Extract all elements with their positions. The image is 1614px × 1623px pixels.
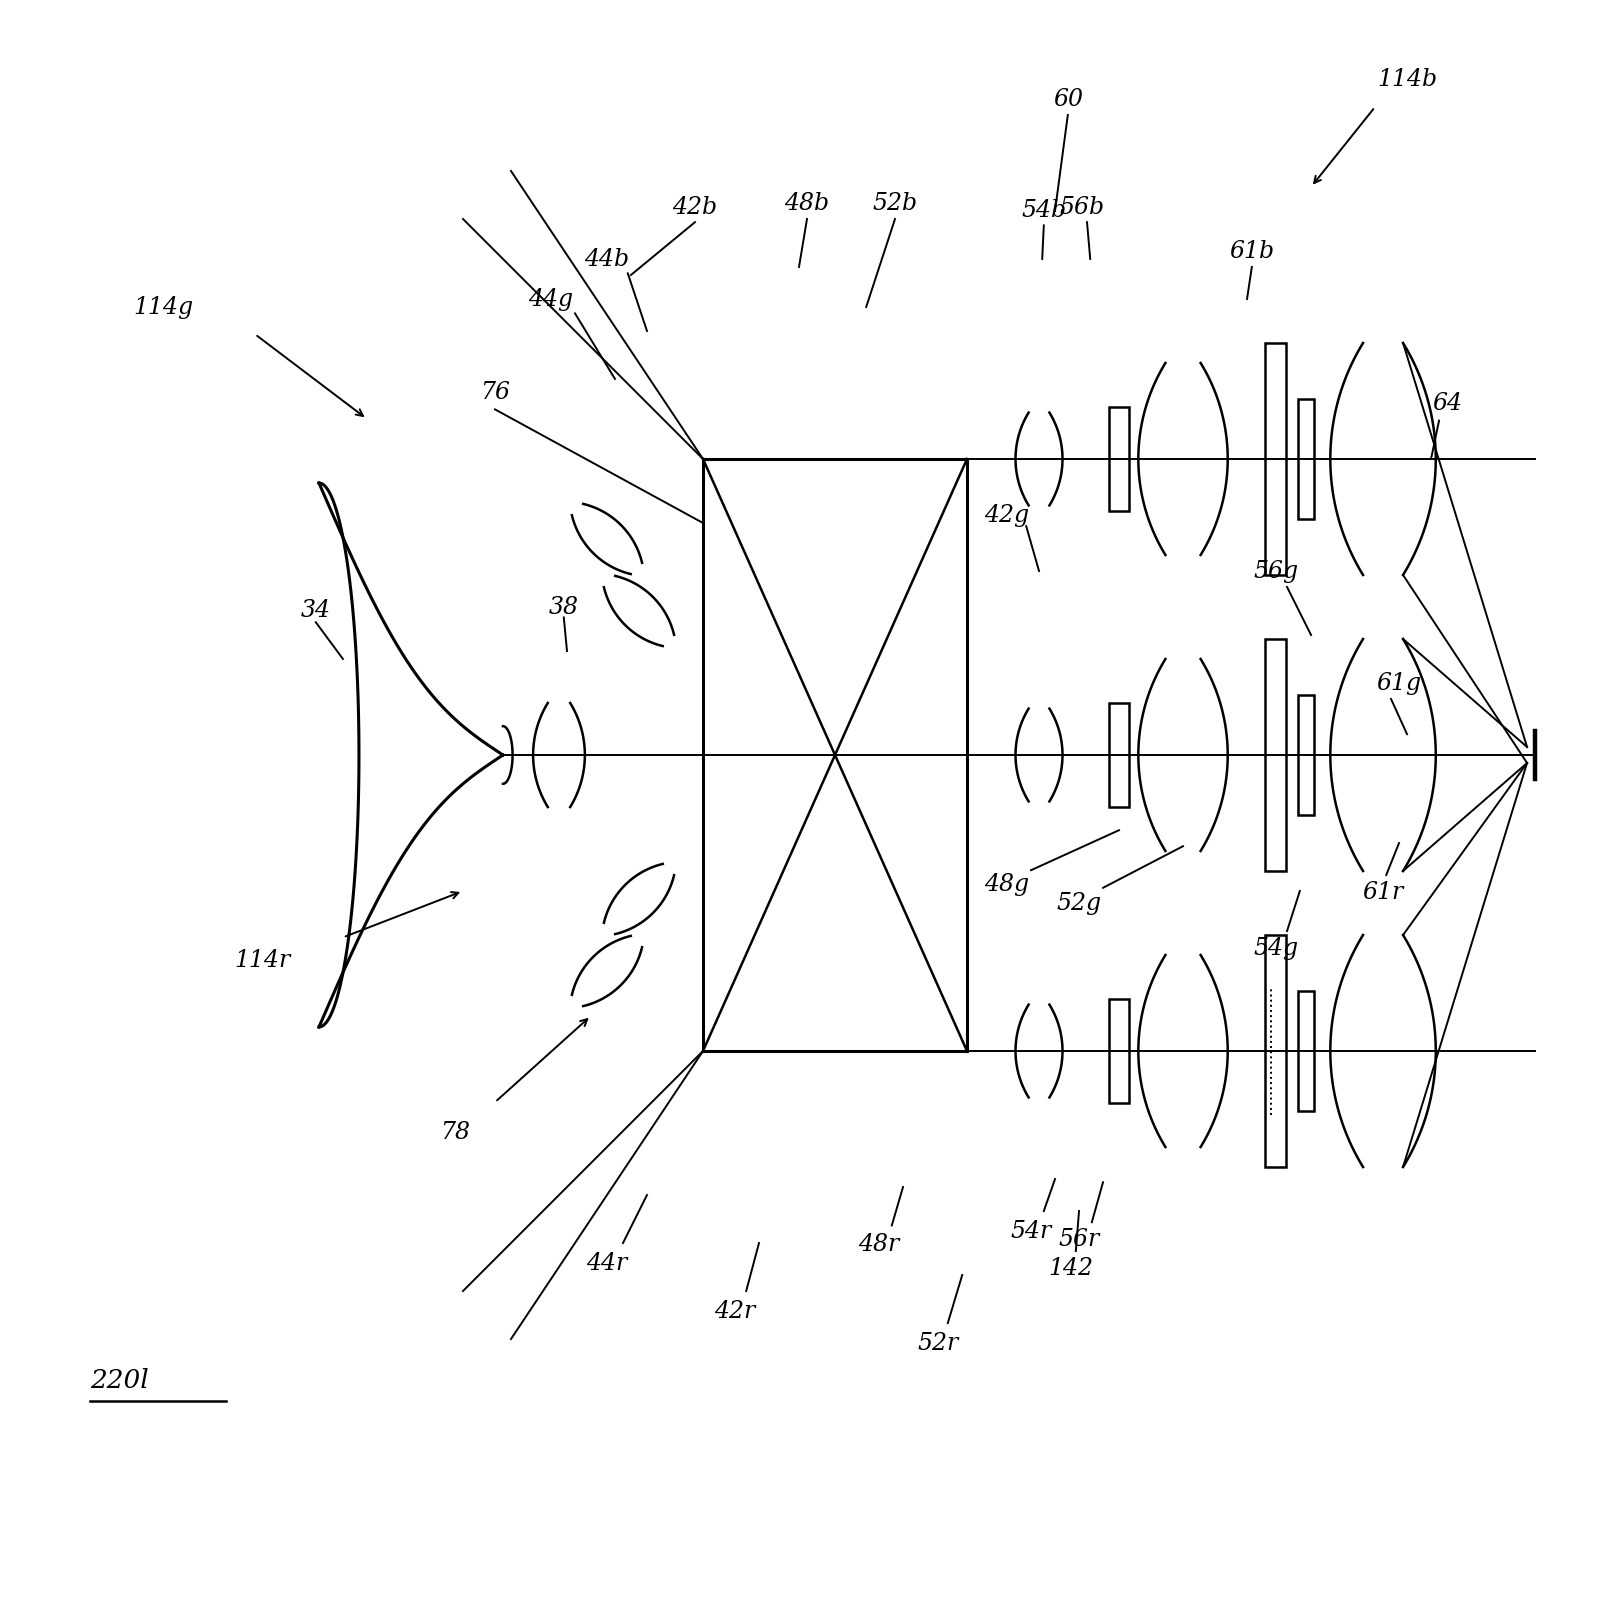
Text: 78: 78 bbox=[441, 1120, 470, 1143]
Text: 56r: 56r bbox=[1059, 1227, 1099, 1250]
Bar bbox=[1109, 1000, 1130, 1104]
Text: 142: 142 bbox=[1049, 1256, 1094, 1279]
Bar bbox=[1298, 696, 1314, 815]
Text: 114g: 114g bbox=[134, 297, 194, 320]
Text: 42g: 42g bbox=[985, 505, 1030, 527]
Text: 61r: 61r bbox=[1362, 880, 1404, 902]
Text: 54r: 54r bbox=[1010, 1219, 1052, 1242]
Text: 48r: 48r bbox=[859, 1232, 899, 1255]
Text: 42r: 42r bbox=[715, 1298, 755, 1321]
Text: 52r: 52r bbox=[918, 1331, 959, 1354]
Text: 60: 60 bbox=[1052, 88, 1083, 112]
Text: 52g: 52g bbox=[1057, 891, 1102, 914]
Text: 44r: 44r bbox=[586, 1251, 628, 1274]
Bar bbox=[1109, 407, 1130, 511]
Text: 61b: 61b bbox=[1230, 240, 1275, 263]
Text: 114r: 114r bbox=[236, 949, 291, 972]
Text: 54b: 54b bbox=[1022, 198, 1067, 222]
Text: 56b: 56b bbox=[1060, 195, 1104, 219]
Text: 52b: 52b bbox=[873, 193, 918, 216]
Text: 48b: 48b bbox=[784, 193, 830, 216]
Text: 48g: 48g bbox=[985, 872, 1030, 894]
Bar bbox=[1265, 639, 1286, 872]
Text: 44g: 44g bbox=[528, 289, 573, 312]
Bar bbox=[1298, 399, 1314, 519]
Text: 56g: 56g bbox=[1252, 560, 1298, 583]
Text: 54g: 54g bbox=[1252, 936, 1298, 959]
Text: 64: 64 bbox=[1432, 393, 1462, 415]
Text: 38: 38 bbox=[549, 596, 579, 618]
Bar bbox=[1109, 703, 1130, 808]
Text: 34: 34 bbox=[300, 599, 331, 622]
Bar bbox=[1265, 344, 1286, 576]
Text: 220l: 220l bbox=[90, 1367, 148, 1391]
Text: 76: 76 bbox=[479, 381, 510, 404]
Bar bbox=[1298, 992, 1314, 1112]
Text: 114b: 114b bbox=[1377, 68, 1436, 91]
Bar bbox=[1265, 935, 1286, 1167]
Text: 42b: 42b bbox=[673, 195, 718, 219]
Text: 61g: 61g bbox=[1377, 672, 1422, 695]
Text: 44b: 44b bbox=[584, 248, 629, 271]
